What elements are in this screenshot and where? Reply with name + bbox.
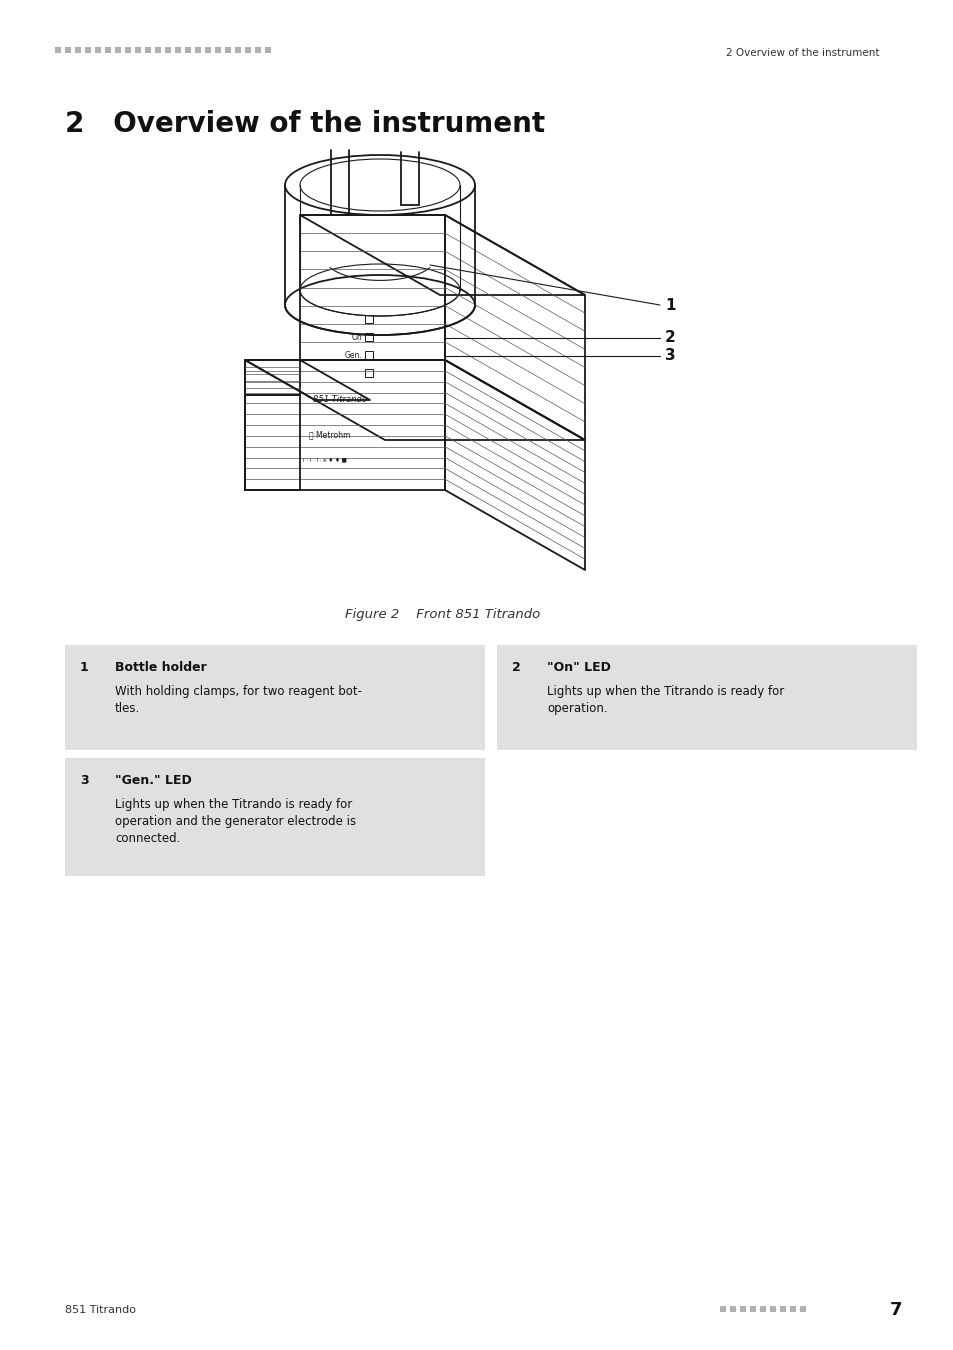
Bar [125, 47, 131, 53]
Bar [265, 47, 271, 53]
Bar [245, 47, 251, 53]
Text: 3: 3 [80, 774, 89, 787]
Bar [497, 645, 916, 751]
Bar [720, 1305, 725, 1312]
Bar [85, 47, 91, 53]
Text: 1: 1 [664, 297, 675, 312]
Text: "On" LED: "On" LED [546, 662, 610, 674]
Bar [214, 47, 221, 53]
Bar [135, 47, 141, 53]
Text: i · i · i · e ♦ ♦ ■: i · i · i · e ♦ ♦ ■ [303, 458, 347, 463]
Bar [769, 1305, 775, 1312]
Bar [365, 369, 373, 377]
Text: 7: 7 [889, 1301, 902, 1319]
Text: On: On [351, 333, 361, 343]
Bar [165, 47, 171, 53]
Bar [65, 757, 484, 876]
Bar [55, 47, 61, 53]
Bar [154, 47, 161, 53]
Bar [729, 1305, 735, 1312]
Text: 2 Overview of the instrument: 2 Overview of the instrument [726, 49, 879, 58]
Bar [225, 47, 231, 53]
Text: 2: 2 [512, 662, 520, 674]
Bar [65, 47, 71, 53]
Bar [105, 47, 111, 53]
Bar [174, 47, 181, 53]
Bar [740, 1305, 745, 1312]
Text: Lights up when the Titrando is ready for
operation.: Lights up when the Titrando is ready for… [546, 684, 783, 716]
Text: 851 Titrando: 851 Titrando [313, 396, 367, 405]
Bar [75, 47, 81, 53]
Bar [780, 1305, 785, 1312]
Text: With holding clamps, for two reagent bot-
tles.: With holding clamps, for two reagent bot… [115, 684, 361, 716]
Bar [365, 351, 373, 359]
Bar [234, 47, 241, 53]
Text: Gen.: Gen. [344, 351, 361, 360]
Bar [800, 1305, 805, 1312]
Text: Ⓜ Metrohm: Ⓜ Metrohm [309, 431, 351, 440]
Text: "Gen." LED: "Gen." LED [115, 774, 192, 787]
Text: Lights up when the Titrando is ready for
operation and the generator electrode i: Lights up when the Titrando is ready for… [115, 798, 355, 845]
Text: 2   Overview of the instrument: 2 Overview of the instrument [65, 109, 544, 138]
Bar [749, 1305, 755, 1312]
Bar [65, 645, 484, 751]
Text: Figure 2    Front 851 Titrando: Figure 2 Front 851 Titrando [345, 608, 539, 621]
Bar [254, 47, 261, 53]
Bar [185, 47, 191, 53]
Text: Bottle holder: Bottle holder [115, 662, 207, 674]
Bar [789, 1305, 795, 1312]
Bar [115, 47, 121, 53]
Text: 3: 3 [664, 348, 675, 363]
Bar [145, 47, 151, 53]
Bar [194, 47, 201, 53]
Bar [365, 315, 373, 323]
Bar [760, 1305, 765, 1312]
Text: 1: 1 [80, 662, 89, 674]
Bar [365, 333, 373, 342]
Text: 2: 2 [664, 331, 675, 346]
Bar [205, 47, 211, 53]
Bar [95, 47, 101, 53]
Text: 851 Titrando: 851 Titrando [65, 1305, 136, 1315]
